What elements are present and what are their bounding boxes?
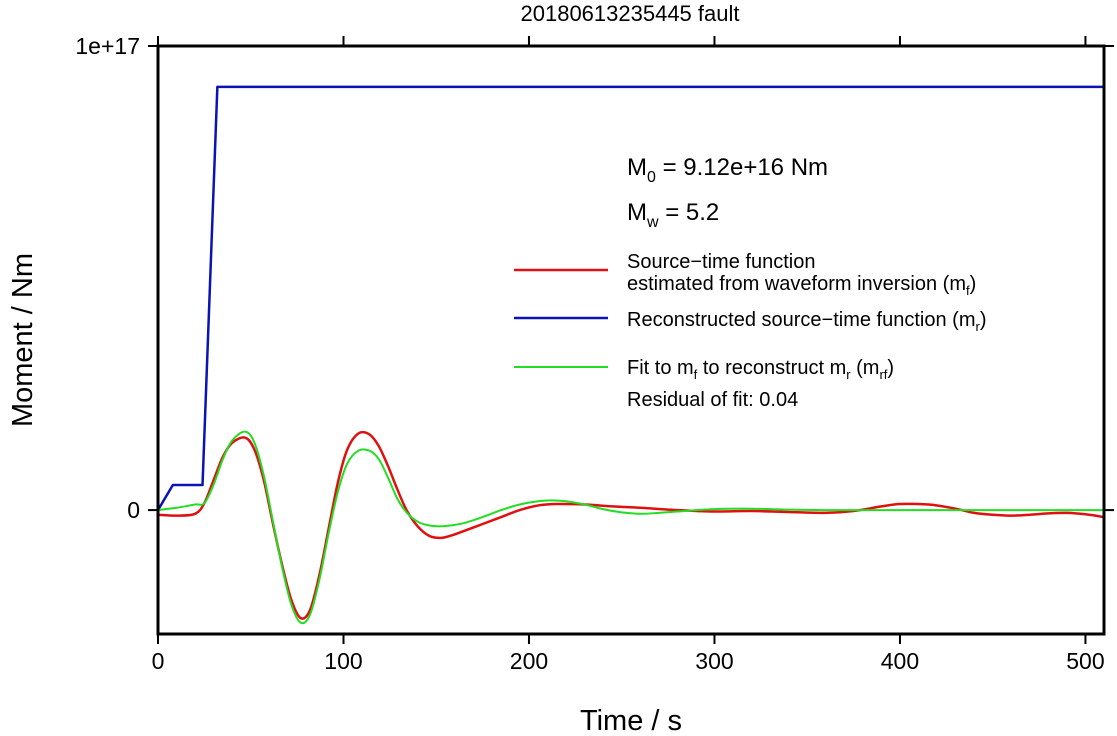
x-tick-label: 0 <box>152 648 165 674</box>
x-axis-label: Time / s <box>580 705 682 736</box>
series-line-mf <box>157 430 1105 620</box>
legend: Source−time function estimated from wave… <box>514 251 987 411</box>
plot-frame <box>156 44 1106 636</box>
chart-title: 20180613235445 fault <box>521 1 740 26</box>
legend-label-mr: Reconstructed source−time function (mr) <box>627 309 987 334</box>
y-axis-label: Moment / Nm <box>7 253 39 427</box>
seismic-moment-annotation: M0 = 9.12e+16 Nm <box>627 154 828 186</box>
y-tick-label: 1e+17 <box>75 33 140 59</box>
series-line-mr <box>156 85 1104 511</box>
x-tick-label: 200 <box>510 648 548 674</box>
ticks-layer: 0 100 200 300 400 500 0 1e+17 <box>75 33 1114 674</box>
residual-annotation: Residual of fit: 0.04 <box>627 389 798 411</box>
legend-label-mf-line1: Source−time function <box>627 251 815 273</box>
x-tick-label: 500 <box>1066 648 1104 674</box>
legend-label-mf-line2: estimated from waveform inversion (mf) <box>627 273 976 298</box>
x-tick-label: 400 <box>881 648 919 674</box>
x-tick-label: 300 <box>695 648 733 674</box>
legend-label-mrf: Fit to mf to reconstruct mr (mrf) <box>627 357 894 382</box>
x-tick-label: 100 <box>324 648 362 674</box>
y-tick-label: 0 <box>127 497 140 523</box>
series-layer <box>156 85 1105 625</box>
series-line-mrf <box>157 430 1104 625</box>
moment-magnitude-annotation: Mw = 5.2 <box>627 199 719 231</box>
